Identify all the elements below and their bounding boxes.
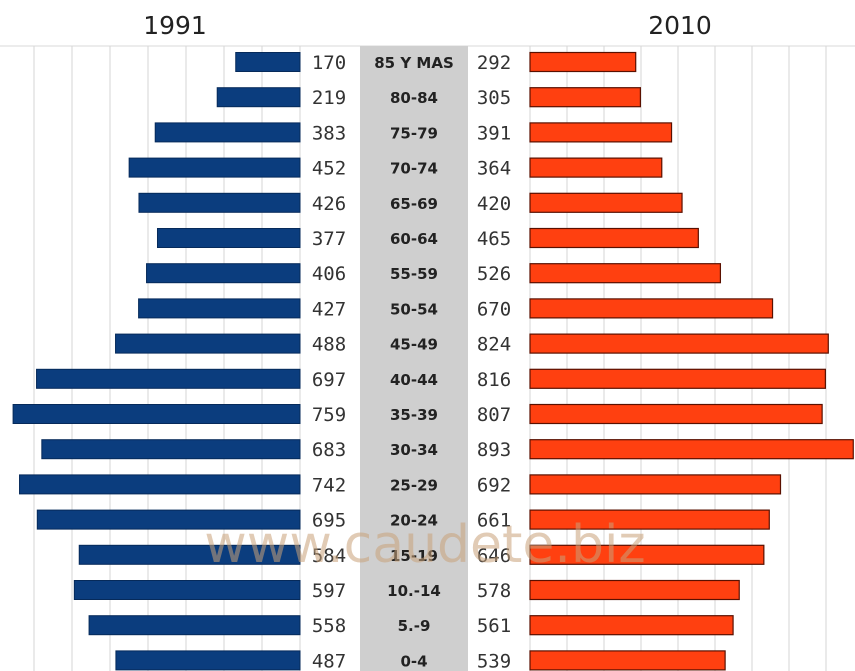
value-label-1991: 452: [312, 158, 346, 180]
age-group-label: 70-74: [390, 160, 438, 178]
bar-2010: [529, 439, 854, 460]
value-label-2010: 465: [477, 228, 511, 250]
value-label-2010: 816: [477, 369, 511, 391]
age-group-label: 30-34: [390, 441, 438, 459]
age-group-label: 15-19: [390, 547, 438, 565]
value-label-1991: 488: [312, 334, 346, 356]
bar-1991: [78, 544, 301, 565]
age-group-label: 20-24: [390, 512, 438, 530]
age-group-label: 60-64: [390, 230, 438, 248]
bar-2010: [529, 227, 699, 249]
bar-2010: [529, 87, 642, 108]
age-group-label: 25-29: [390, 476, 438, 494]
value-label-2010: 578: [477, 580, 511, 602]
bar-1991: [19, 474, 301, 495]
value-label-2010: 364: [477, 158, 511, 180]
value-label-1991: 406: [312, 263, 346, 285]
age-group-label: 65-69: [390, 195, 438, 213]
value-label-2010: 391: [477, 122, 511, 144]
labels: 170 85 Y MAS 292 219 80-84 305 383 75-79 391 452 7…: [312, 52, 511, 671]
value-label-2010: 692: [477, 474, 511, 496]
bar-2010: [529, 263, 722, 284]
bar-2010: [529, 509, 770, 530]
value-label-2010: 807: [477, 404, 511, 426]
age-group-band: [360, 46, 468, 671]
value-label-1991: 742: [312, 474, 346, 496]
bar-2010: [529, 650, 726, 671]
watermark-text: www.caudete.biz: [204, 515, 645, 575]
value-label-1991: 597: [312, 580, 346, 602]
bar-1991: [216, 87, 301, 108]
age-group-label: 50-54: [390, 300, 438, 318]
bar-2010: [529, 122, 673, 143]
bar-1991: [115, 333, 301, 354]
value-label-1991: 683: [312, 439, 346, 461]
bar-2010: [529, 192, 683, 213]
bars: [12, 51, 854, 671]
value-label-2010: 526: [477, 263, 511, 285]
value-label-2010: 420: [477, 193, 511, 215]
value-label-2010: 661: [477, 510, 511, 532]
value-label-2010: 539: [477, 650, 511, 671]
bar-2010: [529, 333, 829, 354]
value-label-1991: 427: [312, 298, 346, 320]
value-label-2010: 670: [477, 298, 511, 320]
bar-2010: [529, 51, 637, 73]
value-label-1991: 377: [312, 228, 346, 250]
bar-1991: [36, 368, 301, 389]
series-title-2010: 2010: [648, 11, 712, 40]
bar-1991: [36, 509, 301, 530]
age-group-label: 5.-9: [398, 617, 431, 635]
value-label-1991: 219: [312, 87, 346, 109]
bar-1991: [73, 580, 301, 600]
bar-1991: [115, 650, 301, 671]
value-label-1991: 426: [312, 193, 346, 215]
bar-2010: [529, 615, 734, 636]
bar-2010: [529, 474, 782, 495]
bar-1991: [138, 192, 301, 213]
age-group-label: 80-84: [390, 89, 438, 107]
value-label-2010: 561: [477, 615, 511, 637]
age-group-label: 10.-14: [387, 582, 441, 600]
bar-2010: [529, 368, 826, 389]
value-label-2010: 893: [477, 439, 511, 461]
value-label-2010: 646: [477, 545, 511, 567]
age-group-label: 35-39: [390, 406, 438, 424]
value-label-1991: 487: [312, 650, 346, 671]
bar-2010: [529, 157, 663, 178]
bar-1991: [41, 439, 301, 460]
age-group-label: 85 Y MAS: [374, 54, 454, 72]
bar-1991: [156, 228, 301, 248]
age-group-label: 75-79: [390, 124, 438, 142]
value-label-2010: 292: [477, 52, 511, 74]
gridlines: [0, 45, 855, 671]
value-label-2010: 305: [477, 87, 511, 109]
age-group-label: 40-44: [390, 371, 438, 389]
value-label-1991: 759: [312, 404, 346, 426]
bar-2010: [529, 403, 823, 425]
value-label-2010: 824: [477, 334, 511, 356]
bar-1991: [138, 298, 301, 319]
bar-1991: [128, 157, 301, 178]
value-label-1991: 695: [312, 510, 346, 532]
bar-1991: [12, 404, 301, 424]
age-group-label: 45-49: [390, 336, 438, 354]
bar-1991: [235, 52, 301, 72]
value-label-1991: 558: [312, 615, 346, 637]
bar-1991: [154, 122, 301, 143]
age-group-label: 0-4: [400, 652, 427, 670]
bar-2010: [529, 544, 765, 565]
series-title-1991: 1991: [143, 11, 207, 40]
value-label-1991: 584: [312, 545, 346, 567]
bar-1991: [146, 263, 301, 284]
value-label-1991: 170: [312, 52, 346, 74]
bar-1991: [88, 615, 301, 636]
value-label-1991: 697: [312, 369, 346, 391]
value-label-1991: 383: [312, 122, 346, 144]
bar-2010: [529, 579, 740, 601]
bar-2010: [529, 298, 774, 319]
age-group-label: 55-59: [390, 265, 438, 283]
